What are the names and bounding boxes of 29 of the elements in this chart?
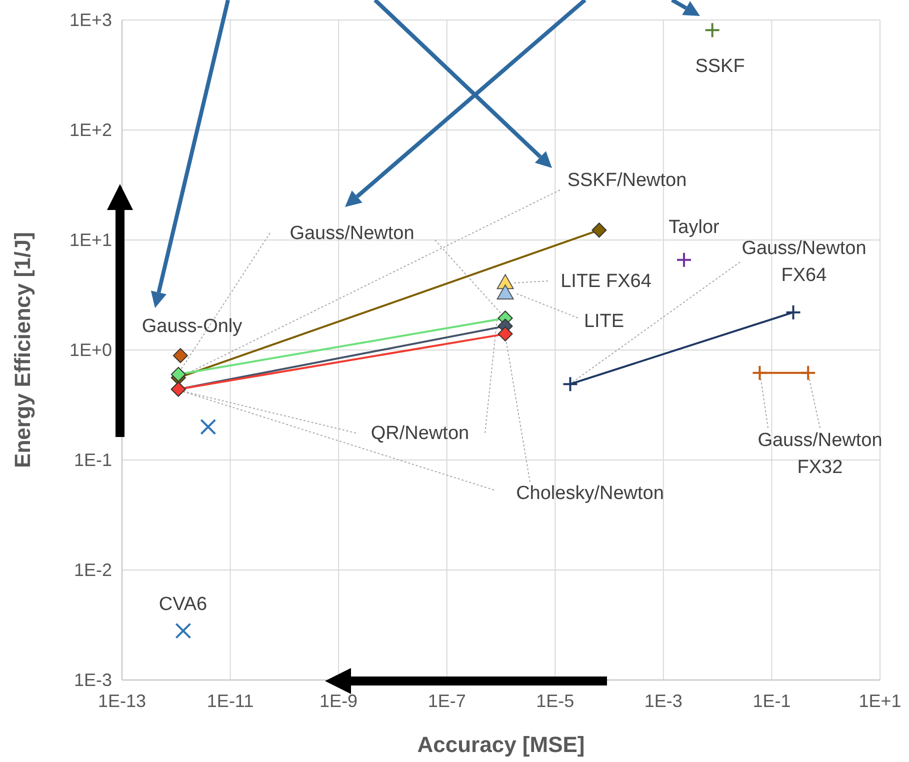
y-tick-label: 1E+1 xyxy=(69,230,112,250)
y-tick-label: 1E-2 xyxy=(74,560,112,580)
y-tick-label: 1E-1 xyxy=(74,450,112,470)
text: Gauss/Newton FX32 xyxy=(758,430,882,478)
series-label: Gauss-Only xyxy=(142,316,243,336)
x-axis-title: Accuracy [MSE] xyxy=(417,732,585,757)
x-tick-label: 1E+1 xyxy=(858,691,902,711)
text: LITE xyxy=(584,310,624,332)
x-tick-label: 1E-5 xyxy=(536,691,574,711)
text: QR/Newton xyxy=(370,422,470,444)
y-tick-label: 1E+3 xyxy=(69,10,112,30)
series-label: Taylor xyxy=(668,216,720,238)
text: SSKF/Newton xyxy=(567,170,687,190)
x-tick-label: 1E-3 xyxy=(644,691,682,711)
x-tick-label: 1E-7 xyxy=(428,691,466,711)
y-tick-label: 1E-3 xyxy=(74,670,112,690)
series-label: SSKF xyxy=(695,56,745,76)
x-tick-label: 1E-11 xyxy=(206,691,254,711)
text: LITE FX64 xyxy=(560,270,652,292)
y-tick-label: 1E+0 xyxy=(69,340,112,360)
text: Gauss/Newton FX64 xyxy=(742,238,866,286)
x-tick-label: 1E-1 xyxy=(752,691,791,711)
text: Gauss/Newton xyxy=(290,222,414,244)
x-tick-label: 1E-9 xyxy=(320,691,358,711)
y-axis-title: Energy Efficiency [1/J] xyxy=(10,232,35,468)
text: Cholesky/Newton xyxy=(516,482,664,504)
y-tick-label: 1E+2 xyxy=(69,120,112,140)
series-label: CVA6 xyxy=(158,594,208,614)
x-tick-label: 1E-13 xyxy=(98,691,146,711)
